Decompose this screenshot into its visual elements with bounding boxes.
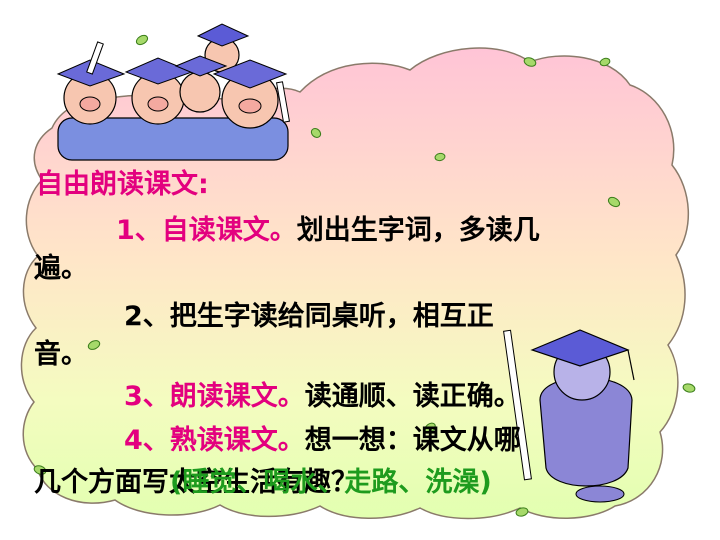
item-highlight: 自读课文。 [161, 215, 297, 246]
item-number: 3、 [124, 381, 170, 412]
page-title: 自由朗读课文: [36, 168, 209, 202]
list-item-2: 2、把生字读给同桌听，相互正 [124, 300, 494, 334]
item-text: 读通顺、读正确。 [304, 381, 521, 412]
item-number: 2、 [124, 301, 170, 332]
list-item-2-wrap: 音。 [34, 339, 88, 370]
title-text: 自由朗读课文: [36, 169, 209, 200]
list-item-1: 1、自读课文。划出生字词，多读几 [116, 214, 540, 248]
graduate-pigs-illustration [56, 23, 291, 161]
leaf-icons [33, 34, 696, 517]
cloud-panel [20, 47, 690, 520]
list-item-3: 3、朗读课文。读通顺、读正确。 [124, 380, 521, 414]
list-item-1-wrap: 遍。 [34, 253, 88, 284]
item-highlight: 朗读课文。 [169, 381, 305, 412]
list-item-4: 4、熟读课文。想一想：课文从哪 [124, 424, 521, 458]
item-text: 划出生字词，多读几 [296, 215, 540, 246]
graduate-pig-with-diploma [503, 329, 635, 503]
item-highlight: 熟读课文。 [169, 425, 305, 456]
item-number: 1、 [116, 215, 162, 246]
item-number: 4、 [124, 425, 170, 456]
item-text: 想一想：课文从哪 [304, 425, 521, 456]
list-item-4-wrap: 几个方面写太空生活有趣？ [34, 467, 358, 498]
item-text: 把生字读给同桌听，相互正 [169, 301, 494, 332]
answer-text: (睡觉、喝水、走路、洗澡) [170, 467, 492, 498]
